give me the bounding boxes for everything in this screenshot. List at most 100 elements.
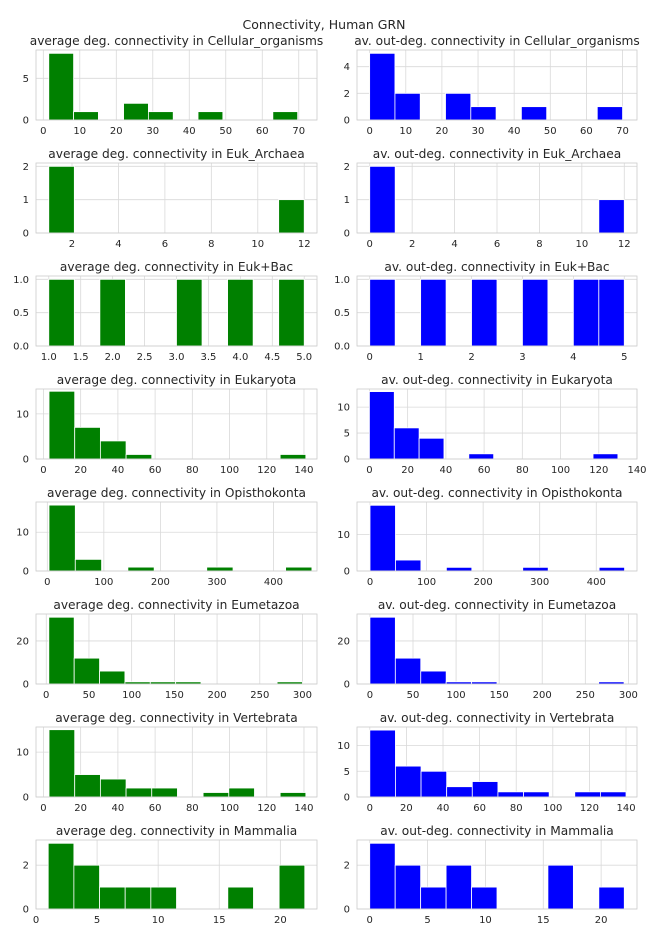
panel-8-bar xyxy=(285,566,313,572)
panel-11-title: av. out-deg. connectivity in Eumetazoa xyxy=(378,598,616,612)
panel-1-x-tick-label: 60 xyxy=(580,126,593,137)
panel-2-y-tick-label: 1 xyxy=(23,195,29,206)
panel-7-bar xyxy=(418,437,445,460)
panel-0-x-tick-label: 20 xyxy=(110,126,123,137)
panel-0-y-tick-label: 5 xyxy=(23,74,29,85)
panel-4-bar xyxy=(227,278,254,347)
panel-8-bar xyxy=(48,504,76,572)
panel-3-x-tick-label: 4 xyxy=(451,239,457,250)
panel-2-y-tick-label: 2 xyxy=(23,162,29,173)
panel-5-bar xyxy=(572,278,600,347)
panel-15-x-tick-label: 10 xyxy=(479,915,492,926)
panel-9-x-tick-label: 300 xyxy=(530,577,549,588)
panel-2-x-tick-label: 8 xyxy=(208,239,214,250)
panel-15-y-tick-label: 0 xyxy=(344,905,350,916)
panel-12-x-tick-label: 100 xyxy=(220,803,239,814)
panel-15-bar xyxy=(394,864,422,910)
panel-15-bar xyxy=(547,864,574,910)
panel-6-x-tick-label: 100 xyxy=(220,465,239,476)
panel-14-bar xyxy=(73,864,100,910)
panel-14-title: average deg. connectivity in Mammalia xyxy=(56,824,297,838)
panel-12-x-tick-label: 80 xyxy=(186,803,199,814)
panel-8-x-tick-label: 200 xyxy=(151,577,170,588)
panel-0: average deg. connectivity in Cellular_or… xyxy=(23,34,324,137)
panel-6-frame xyxy=(35,388,318,460)
panel-8-x-tick-label: 100 xyxy=(94,577,113,588)
panel-8-x-tick-label: 0 xyxy=(44,577,50,588)
panel-11-x-tick-label: 300 xyxy=(619,690,638,701)
panel-12-bar xyxy=(228,787,255,798)
panel-7-title: av. out-deg. connectivity in Eukaryota xyxy=(381,373,613,387)
panel-2-bar xyxy=(278,199,305,234)
panel-6-title: average deg. connectivity in Eukaryota xyxy=(57,373,297,387)
panel-13-frame xyxy=(356,726,638,798)
panel-8-x-tick-label: 300 xyxy=(207,577,226,588)
panel-4-y-tick-label: 0.5 xyxy=(13,308,29,319)
panel-0-title: average deg. connectivity in Cellular_or… xyxy=(30,34,324,48)
panel-4-x-tick-label: 1.5 xyxy=(73,352,89,363)
panel-14-bar xyxy=(150,886,177,910)
panel-6-bar xyxy=(125,454,153,460)
panel-13-x-tick-label: 100 xyxy=(543,803,562,814)
panel-0-x-tick-label: 40 xyxy=(183,126,196,137)
panel-10-y-tick-label: 20 xyxy=(16,636,29,647)
panel-15-bar xyxy=(598,886,625,910)
panel-12-y-tick-label: 10 xyxy=(16,748,29,759)
panel-14-bar xyxy=(278,864,306,910)
panel-12-bar xyxy=(48,729,76,798)
panel-13-x-tick-label: 0 xyxy=(367,803,373,814)
panel-14-bar xyxy=(99,886,126,910)
panel-10-bar xyxy=(73,657,100,685)
panel-15-x-tick-label: 5 xyxy=(424,915,430,926)
panel-3-x-tick-label: 10 xyxy=(575,239,588,250)
panel-4-x-tick-label: 3.5 xyxy=(200,352,216,363)
panel-7-bar xyxy=(369,391,395,460)
panel-6-x-tick-label: 140 xyxy=(294,465,313,476)
panel-0-bar xyxy=(123,102,149,121)
panel-2-x-tick-label: 2 xyxy=(69,239,75,250)
panel-11-x-tick-label: 50 xyxy=(407,690,420,701)
panel-11-y-tick-label: 20 xyxy=(337,636,350,647)
panel-12-y-tick-label: 0 xyxy=(23,793,29,804)
panel-14-frame xyxy=(35,839,318,910)
panel-6-bar xyxy=(99,440,127,460)
panel-1-title: av. out-deg. connectivity in Cellular_or… xyxy=(354,34,640,48)
panel-1-x-tick-label: 30 xyxy=(472,126,485,137)
panel-5-bar xyxy=(420,278,447,347)
panel-13-x-tick-label: 40 xyxy=(437,803,450,814)
panel-9-bar xyxy=(522,566,549,572)
panel-8: average deg. connectivity in Opisthokont… xyxy=(16,486,318,588)
panel-10-title: average deg. connectivity in Eumetazoa xyxy=(53,598,299,612)
panel-9-title: av. out-deg. connectivity in Opisthokont… xyxy=(371,486,622,500)
panel-1-y-tick-label: 0 xyxy=(344,116,350,127)
panel-1-x-tick-label: 50 xyxy=(544,126,557,137)
panel-9-bar xyxy=(598,566,625,572)
panel-10-x-tick-label: 300 xyxy=(293,690,312,701)
panel-5-title: av. out-deg. connectivity in Euk+Bac xyxy=(384,260,609,274)
panel-8-bar xyxy=(74,558,102,572)
panel-2-y-tick-label: 0 xyxy=(23,229,29,240)
panel-14-bar xyxy=(227,886,254,910)
panel-3-y-tick-label: 1 xyxy=(344,195,350,206)
panel-10-x-tick-label: 200 xyxy=(208,690,227,701)
panel-3: av. out-deg. connectivity in Euk_Archaea… xyxy=(344,147,638,250)
panel-9-x-tick-label: 400 xyxy=(587,577,606,588)
panel-15-x-tick-label: 15 xyxy=(537,915,550,926)
panel-10-x-tick-label: 100 xyxy=(122,690,141,701)
panel-4-y-tick-label: 1.0 xyxy=(13,275,29,286)
panel-3-x-tick-label: 6 xyxy=(494,239,500,250)
panel-9-x-tick-label: 100 xyxy=(417,577,436,588)
panel-11-x-tick-label: 200 xyxy=(533,690,552,701)
panel-13-x-tick-label: 20 xyxy=(400,803,413,814)
panel-2: average deg. connectivity in Euk_Archaea… xyxy=(23,147,318,250)
panel-14-bar xyxy=(124,886,152,910)
panel-2-x-tick-label: 4 xyxy=(115,239,121,250)
panel-12-frame xyxy=(35,726,318,798)
panel-12-x-tick-label: 140 xyxy=(294,803,313,814)
panel-2-x-tick-label: 10 xyxy=(251,239,264,250)
panel-6-x-tick-label: 0 xyxy=(40,465,46,476)
panel-9-bar xyxy=(395,559,422,572)
panel-1-bar xyxy=(470,106,497,121)
panel-7-y-tick-label: 0 xyxy=(344,455,350,466)
